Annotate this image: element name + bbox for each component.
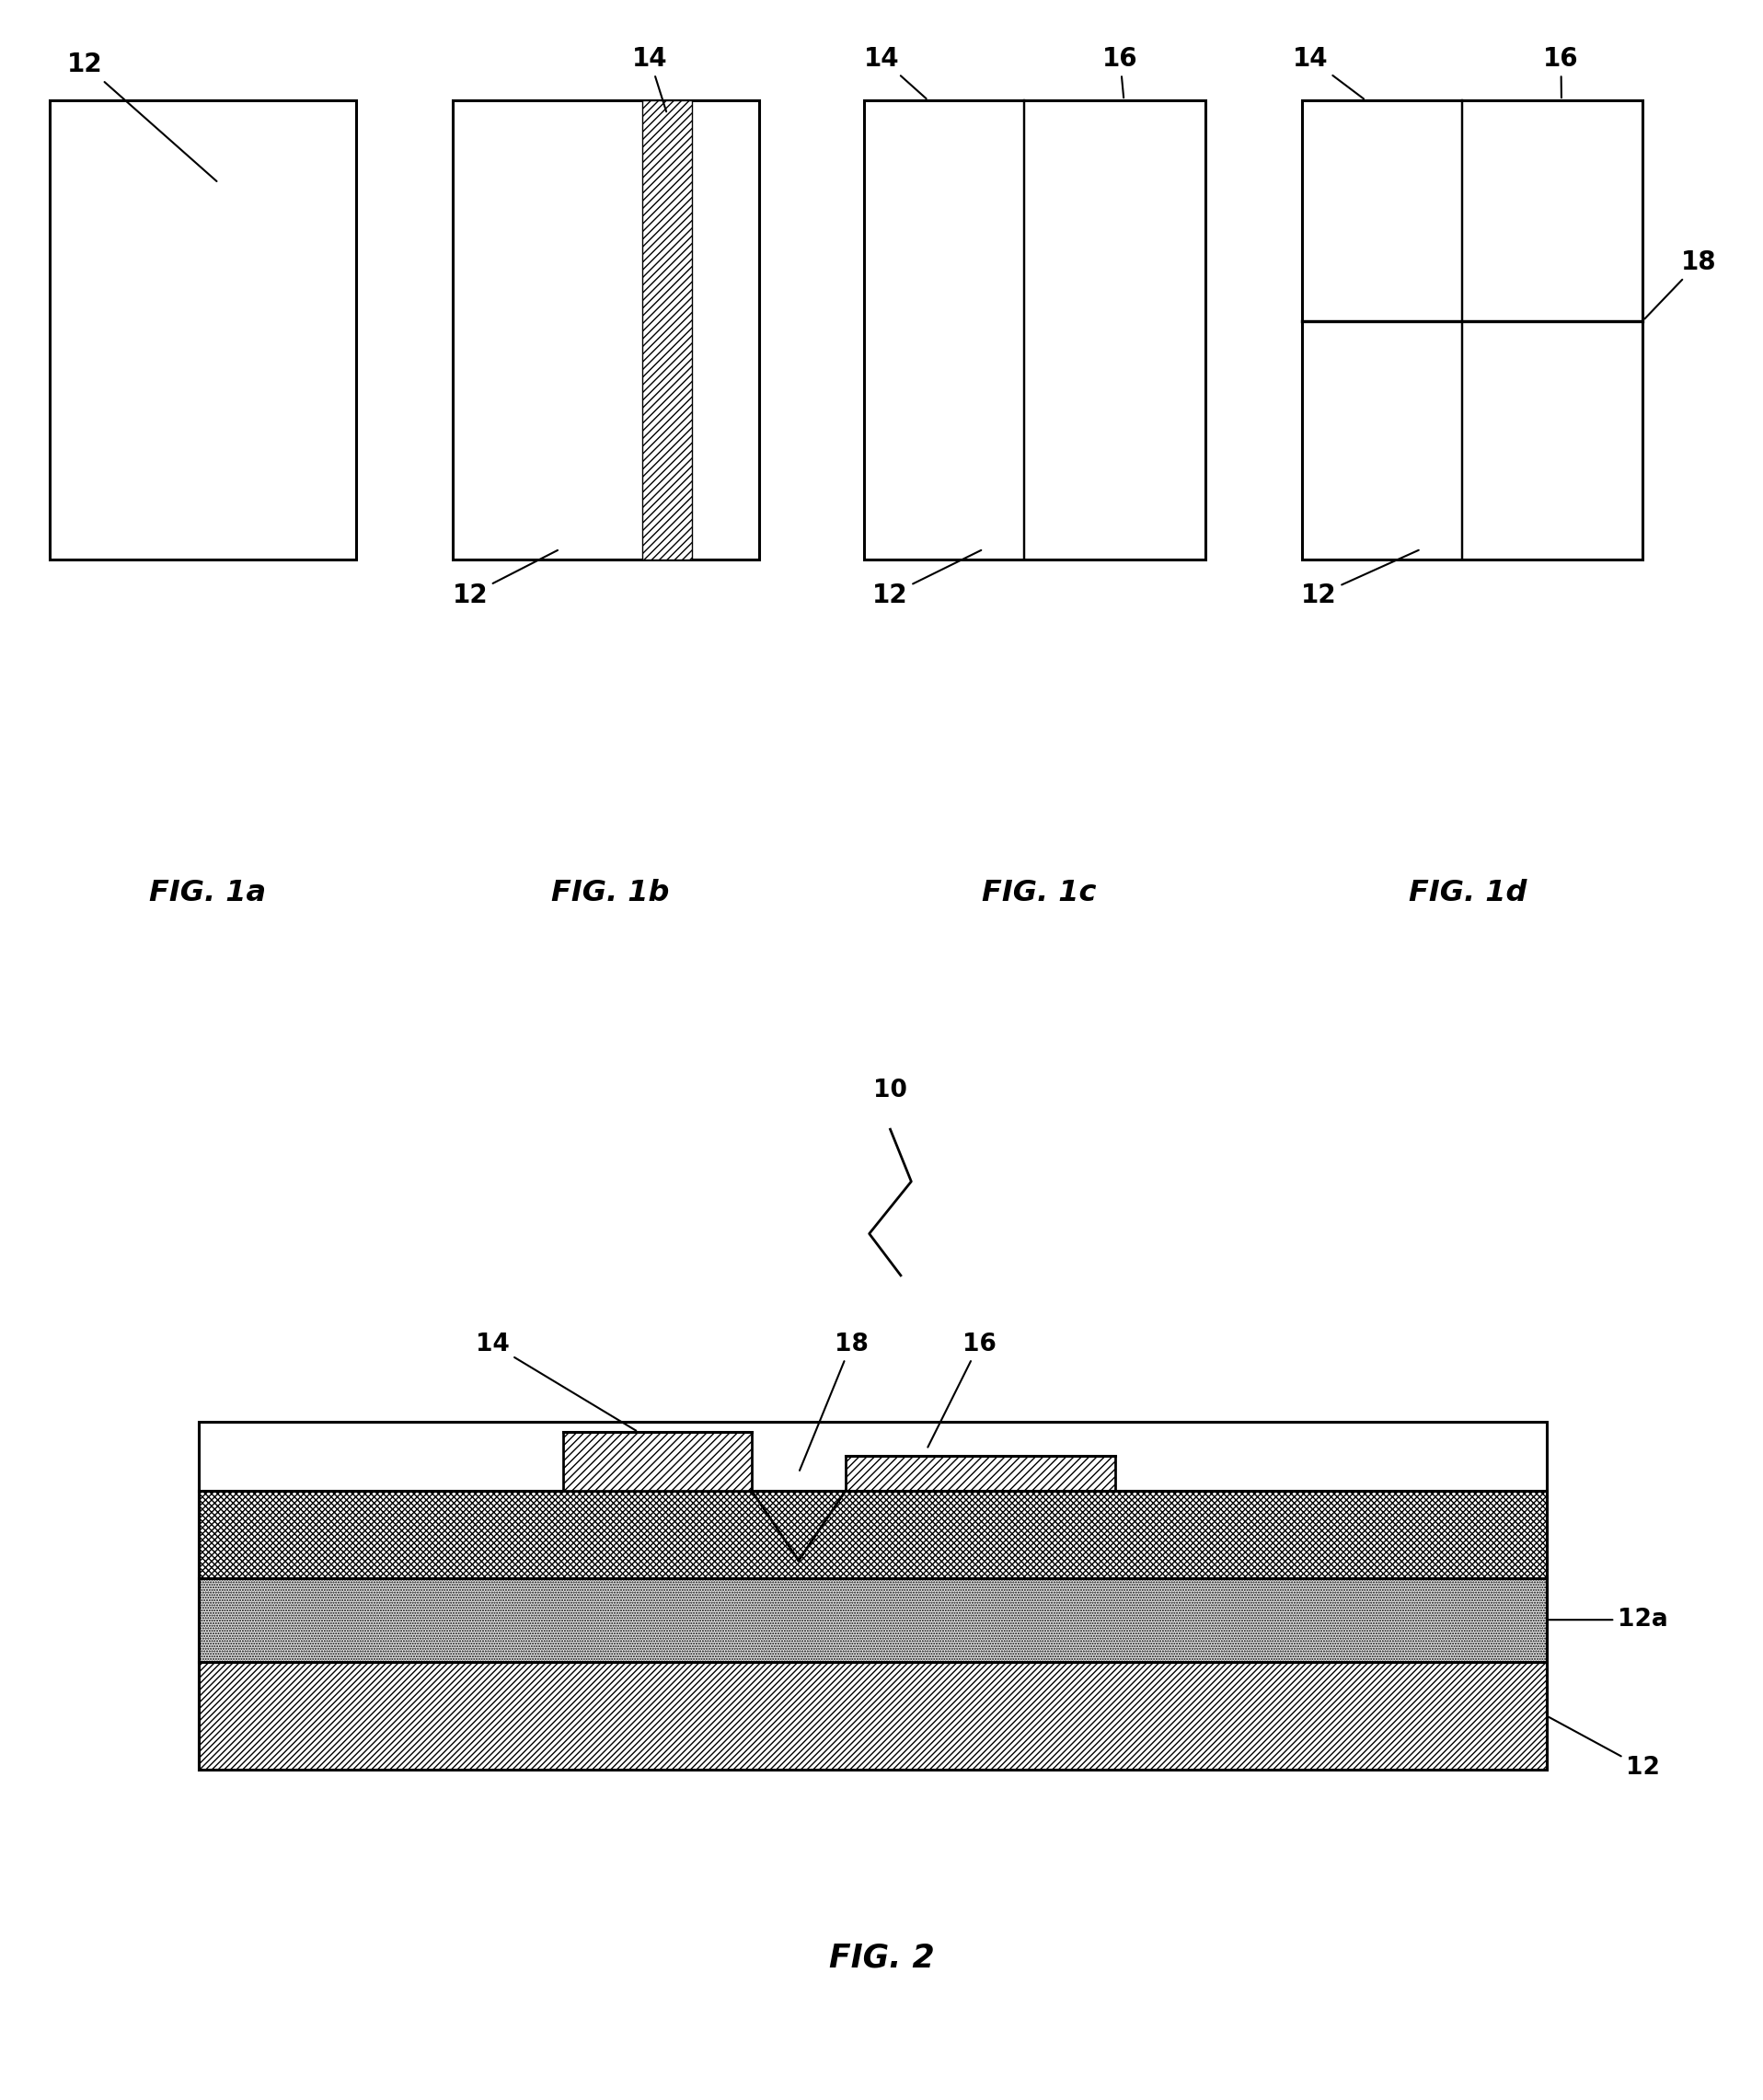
Bar [1301,321,1462,559]
Bar [49,101,356,559]
Text: 14: 14 [631,46,668,111]
Bar [199,1577,1546,1661]
Bar [1462,321,1643,559]
Bar [1301,101,1462,321]
Text: 12a: 12a [1550,1609,1668,1632]
Bar [1462,101,1643,321]
Text: FIG. 1a: FIG. 1a [150,880,266,907]
Bar [1024,101,1206,559]
Bar [864,101,1024,559]
Text: 18: 18 [1645,250,1717,319]
Text: 16: 16 [1102,46,1137,99]
Text: FIG. 1c: FIG. 1c [982,880,1097,907]
Text: 12: 12 [1550,1718,1659,1781]
Bar [199,1491,1546,1577]
Text: FIG. 2: FIG. 2 [829,1942,934,1974]
Bar [562,1432,751,1491]
Text: 12: 12 [67,53,217,181]
Bar [1301,101,1643,559]
Bar [642,101,691,559]
Bar [864,101,1206,559]
Text: 12: 12 [1301,550,1419,607]
Text: 10: 10 [873,1077,908,1102]
Text: 12: 12 [453,550,557,607]
Text: FIG. 1b: FIG. 1b [552,880,670,907]
Text: 14: 14 [1292,46,1363,99]
Bar [453,101,760,559]
Bar [846,1455,1116,1491]
Text: 18: 18 [800,1331,867,1470]
Bar [199,1661,1546,1770]
Text: 14: 14 [476,1331,636,1430]
Text: FIG. 1d: FIG. 1d [1409,880,1527,907]
Bar [199,1422,1546,1770]
Text: 16: 16 [927,1331,996,1447]
Text: 14: 14 [864,46,926,99]
Text: 16: 16 [1543,46,1578,99]
Text: 12: 12 [873,550,982,607]
